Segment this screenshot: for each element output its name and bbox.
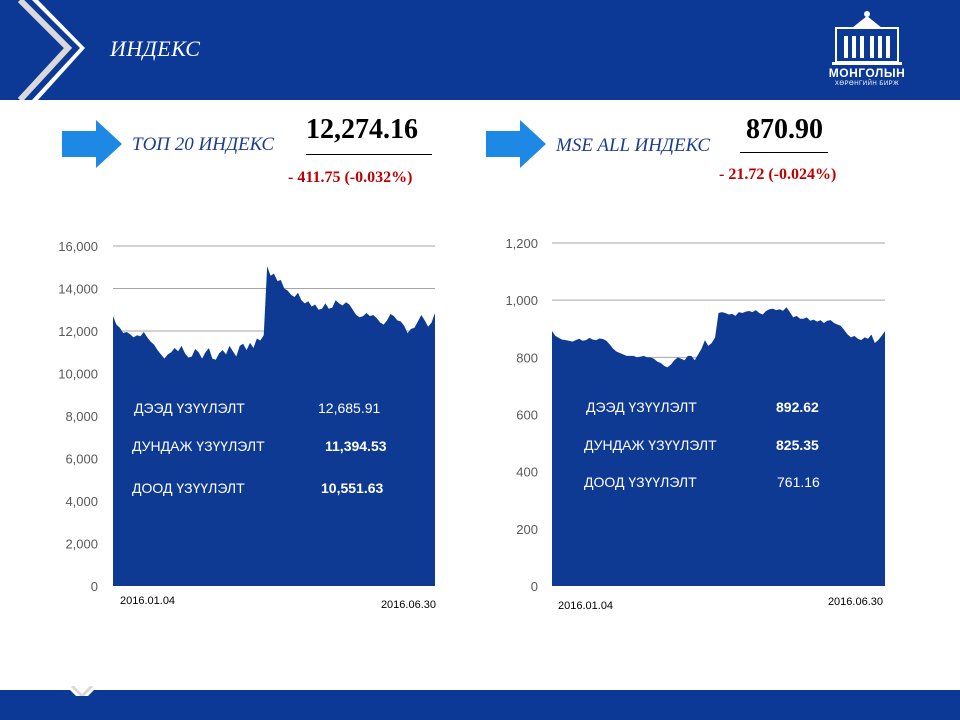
x-end-date-label: 2016.06.30 (828, 596, 883, 608)
stat-value: 10,551.63 (321, 480, 383, 496)
x-start-date-label: 2016.01.04 (120, 595, 175, 607)
y-tick-label: 0 (91, 579, 98, 594)
y-tick-label: 600 (516, 408, 538, 423)
y-tick-label: 2,000 (65, 537, 98, 552)
mse-all-index-value: 870.90 (746, 114, 823, 145)
stat-value: 12,685.91 (318, 400, 380, 416)
stat-value: 761.16 (777, 474, 820, 490)
header-notch-decoration (0, 0, 85, 100)
mse-all-value-underline (740, 152, 828, 153)
stat-value: 825.35 (776, 437, 819, 453)
y-tick-label: 10,000 (58, 367, 98, 382)
footer-bar (0, 690, 960, 720)
stat-label: ДУНДАЖ ҮЗҮҮЛЭЛТ (584, 437, 717, 453)
stat-value: 11,394.53 (325, 438, 387, 454)
x-start-date-label: 2016.01.04 (558, 600, 613, 612)
mse-all-index-change: - 21.72 (-0.024%) (719, 166, 837, 183)
page-title: ИНДЕКС (110, 36, 201, 61)
y-tick-label: 0 (531, 579, 538, 594)
y-tick-label: 1,200 (505, 236, 538, 251)
top20-index-label: ТОП 20 ИНДЕКС (132, 134, 275, 155)
y-tick-label: 200 (516, 522, 538, 537)
top20-area-chart: 0 2,000 4,000 6,000 8,000 10,000 12,000 14,000 1… (58, 239, 436, 611)
logo-text: МОНГОЛЫН (828, 66, 906, 80)
y-tick-label: 14,000 (58, 282, 98, 297)
y-tick-label: 8,000 (65, 409, 98, 424)
stat-value: 892.62 (776, 399, 819, 415)
top20-index-value: 12,274.16 (306, 114, 418, 145)
logo-subtext: ХӨРӨНГИЙН БИРЖ (834, 81, 900, 87)
y-tick-label: 4,000 (65, 494, 98, 509)
y-tick-label: 400 (516, 465, 538, 480)
y-tick-label: 16,000 (58, 239, 98, 254)
y-tick-label: 12,000 (58, 324, 98, 339)
y-tick-label: 1,000 (505, 293, 538, 308)
top20-value-underline (306, 154, 432, 155)
stat-label: ДЭЭД ҮЗҮҮЛЭЛТ (586, 399, 697, 415)
y-tick-label: 6,000 (65, 452, 98, 467)
arrow-right-icon (486, 120, 546, 168)
top20-index-change: - 411.75 (-0.032%) (288, 169, 413, 186)
index-area-series (113, 266, 435, 586)
x-end-date-label: 2016.06.30 (381, 599, 436, 611)
header-bar (0, 0, 960, 100)
mse-all-area-chart: 0 200 400 600 800 1,000 1,200 2016.01.04 2016.06… (505, 236, 885, 612)
stat-label: ДООД ҮЗҮҮЛЭЛТ (132, 480, 245, 496)
mse-all-index-label: MSE ALL ИНДЕКС (556, 135, 711, 156)
stat-label: ДООД ҮЗҮҮЛЭЛТ (584, 474, 697, 490)
stat-label: ДЭЭД ҮЗҮҮЛЭЛТ (134, 400, 245, 416)
footer-notch-decoration (66, 686, 98, 696)
y-tick-label: 800 (516, 350, 538, 365)
index-area-series (552, 307, 885, 586)
stat-label: ДУНДАЖ ҮЗҮҮЛЭЛТ (132, 438, 265, 454)
exchange-logo (832, 11, 902, 65)
arrow-right-icon (62, 120, 122, 168)
